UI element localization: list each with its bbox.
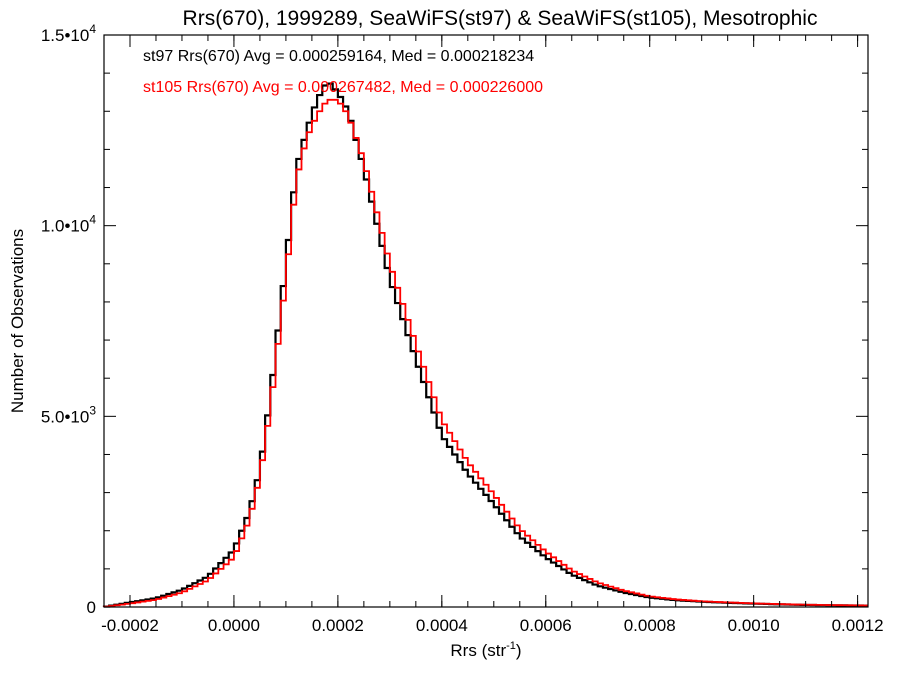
y-axis-label: Number of Observations — [8, 229, 27, 413]
y-tick-label: 1.5•104 — [41, 22, 97, 45]
x-tick-label: 0.0010 — [728, 616, 780, 635]
chart-title: Rrs(670), 1999289, SeaWiFS(st97) & SeaWi… — [183, 7, 818, 30]
tick-layer: -0.0002 0.0000 0.0002 0.0004 0.0006 0.0008 0.0… — [41, 22, 884, 635]
legend-annotation-st105: st105 Rrs(670) Avg = 0.000267482, Med = … — [143, 79, 543, 96]
y-tick-label: 0 — [87, 598, 96, 617]
x-tick-label: 0.0012 — [832, 616, 884, 635]
legend-annotation-st97: st97 Rrs(670) Avg = 0.000259164, Med = 0… — [143, 48, 534, 65]
x-tick-label: 0.0000 — [208, 616, 260, 635]
x-tick-label: 0.0006 — [520, 616, 572, 635]
series-line-st97 — [102, 82, 868, 608]
x-tick-label: 0.0008 — [624, 616, 676, 635]
x-axis-label-end: ) — [516, 641, 522, 660]
x-axis-label-main: Rrs (str — [450, 641, 506, 660]
x-axis-label-sup: -1 — [506, 640, 516, 652]
plot-frame — [103, 34, 869, 608]
series-layer — [102, 82, 868, 608]
x-tick-label: 0.0002 — [312, 616, 364, 635]
x-tick-label: -0.0002 — [101, 616, 159, 635]
y-tick-label: 1.0•104 — [41, 213, 97, 236]
y-tick-label: 5.0•103 — [41, 403, 97, 426]
x-axis-label: Rrs (str-1) — [450, 640, 521, 660]
series-line-st105 — [103, 98, 868, 608]
x-tick-label: 0.0004 — [416, 616, 468, 635]
